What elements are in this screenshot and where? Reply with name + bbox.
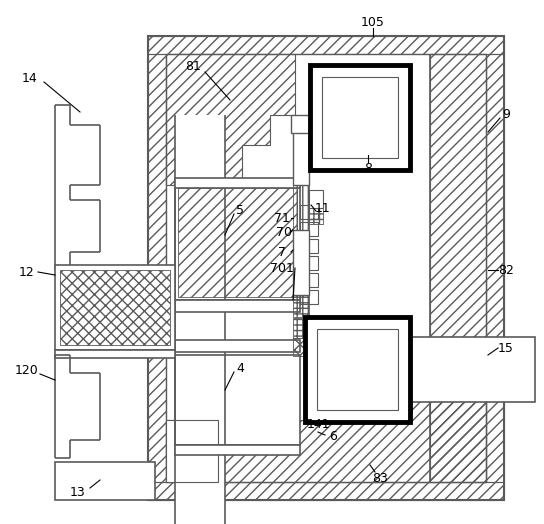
Bar — [55, 350, 175, 358]
Bar — [148, 36, 504, 500]
Bar — [175, 445, 300, 455]
Text: 7: 7 — [278, 246, 286, 258]
Bar — [293, 130, 309, 185]
Bar — [293, 230, 309, 295]
Bar — [309, 208, 323, 224]
Bar — [178, 188, 297, 297]
Bar — [175, 185, 300, 300]
Bar — [166, 420, 218, 482]
Bar — [300, 239, 318, 253]
Bar — [300, 222, 318, 236]
Bar — [148, 54, 166, 482]
Bar — [175, 115, 225, 524]
Text: 6: 6 — [329, 431, 337, 443]
Bar — [55, 265, 175, 350]
Bar — [410, 337, 535, 402]
Bar — [148, 482, 504, 500]
Bar — [293, 338, 309, 356]
Text: 82: 82 — [498, 264, 514, 277]
Text: 4: 4 — [236, 362, 244, 375]
Text: 15: 15 — [498, 342, 514, 355]
Bar — [293, 295, 309, 317]
Bar — [55, 462, 155, 500]
Bar — [322, 77, 398, 158]
Bar — [293, 185, 309, 230]
Bar — [175, 355, 300, 445]
Bar — [430, 54, 486, 482]
Text: 701: 701 — [270, 261, 294, 275]
Text: 83: 83 — [372, 472, 388, 485]
Bar — [166, 420, 218, 482]
Bar — [148, 36, 504, 54]
Bar — [309, 190, 323, 208]
Bar — [317, 329, 398, 410]
Bar — [305, 317, 410, 422]
Bar — [293, 318, 309, 338]
Bar — [486, 54, 504, 482]
Bar — [291, 115, 311, 133]
Bar — [175, 300, 300, 312]
Bar — [175, 340, 300, 352]
Text: 81: 81 — [185, 60, 201, 72]
Text: 8: 8 — [364, 161, 372, 174]
Text: 12: 12 — [19, 266, 35, 278]
Bar — [175, 178, 300, 188]
Text: 70: 70 — [276, 225, 292, 238]
Bar — [300, 205, 318, 219]
Bar — [166, 54, 486, 482]
Text: 9: 9 — [502, 108, 510, 122]
Text: 13: 13 — [70, 486, 86, 498]
Bar — [300, 290, 318, 304]
Text: 141: 141 — [306, 419, 330, 431]
Bar — [300, 273, 318, 287]
Text: 71: 71 — [274, 212, 290, 224]
Text: 105: 105 — [361, 16, 385, 28]
Bar — [60, 270, 170, 345]
Text: 120: 120 — [15, 364, 39, 377]
Bar — [310, 65, 410, 170]
Text: 5: 5 — [236, 203, 244, 216]
Text: 14: 14 — [22, 71, 38, 84]
Bar — [300, 256, 318, 270]
Text: 11: 11 — [315, 202, 331, 214]
